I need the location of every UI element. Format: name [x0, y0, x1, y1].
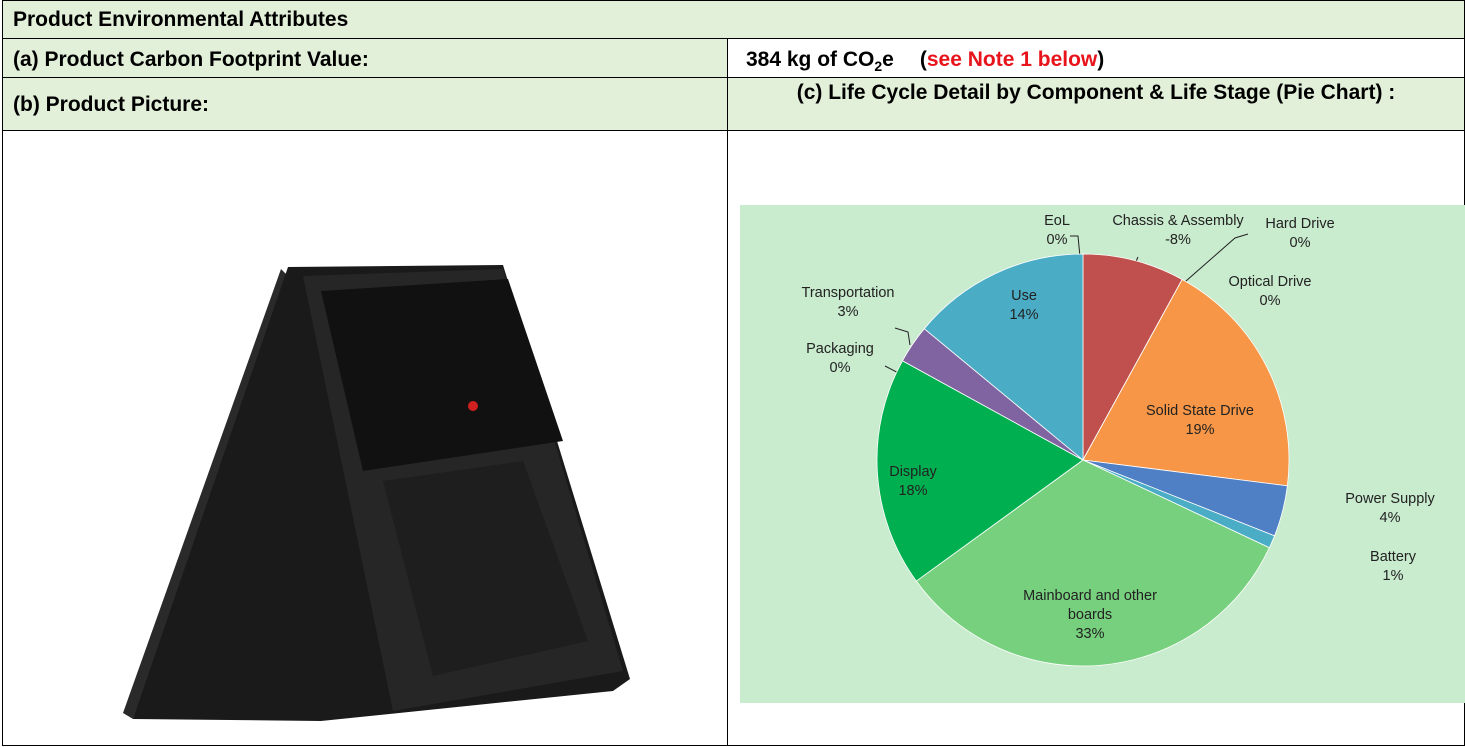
picture-cell [2, 130, 728, 746]
label-text: 14% [994, 306, 1054, 325]
label-text: 4% [1325, 509, 1455, 528]
label-text: Use [994, 287, 1054, 306]
label-text: 0% [1210, 292, 1330, 311]
label-text: Solid State Drive [1120, 402, 1280, 421]
label-text: 0% [1250, 234, 1350, 253]
label-text: Display [873, 463, 953, 482]
keyboard [321, 279, 563, 471]
label-text: 33% [1015, 625, 1165, 644]
label-text: 1% [1353, 567, 1433, 586]
header-cell: Product Environmental Attributes [2, 0, 1465, 39]
label-text: Transportation [788, 284, 908, 303]
paren: ) [1097, 48, 1104, 71]
row-value: 384 kg of CO2e (see Note 1 below) [727, 38, 1465, 78]
trackpoint [468, 401, 478, 411]
label-text: Battery [1353, 548, 1433, 567]
laptop-picture [3, 131, 723, 741]
header-title: Product Environmental Attributes [13, 8, 348, 31]
label-text: Packaging [795, 340, 885, 359]
label-text: 3% [788, 303, 908, 322]
page: Product Environmental Attributes (a) Pro… [0, 0, 1465, 744]
row-label: (b) Product Picture: [2, 77, 728, 131]
label-text: Chassis & Assembly [1078, 212, 1278, 231]
label: (b) Product Picture: [13, 93, 209, 116]
value: 384 kg of CO [746, 48, 874, 71]
label-text: Mainboard and other boards [1015, 587, 1165, 625]
label-text: 19% [1120, 421, 1280, 440]
label-text: Hard Drive [1250, 215, 1350, 234]
chart-heading-cell: (c) Life Cycle Detail by Component & Lif… [727, 77, 1465, 131]
note: see Note 1 below [927, 48, 1097, 71]
label-text: -8% [1078, 231, 1278, 250]
slice-label: Chassis & Assembly-8% [1078, 212, 1278, 250]
paren: ( [920, 48, 927, 71]
label-text: Power Supply [1325, 490, 1455, 509]
label: (a) Product Carbon Footprint Value: [13, 48, 369, 71]
value-suffix: e [882, 48, 894, 71]
chart-heading: (c) Life Cycle Detail by Component & Lif… [797, 81, 1396, 104]
subscript: 2 [874, 58, 882, 74]
label-text: 0% [795, 359, 885, 378]
label-text: 18% [873, 482, 953, 501]
label-text: Optical Drive [1210, 273, 1330, 292]
row-label: (a) Product Carbon Footprint Value: [2, 38, 728, 78]
